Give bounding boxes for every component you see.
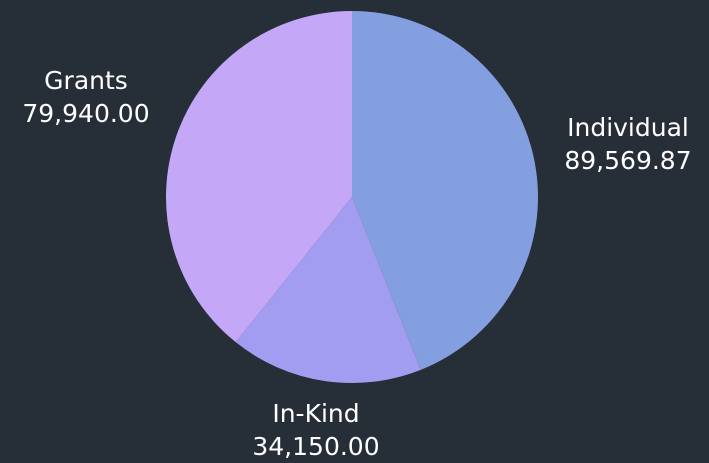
- pie-slice-grants: [166, 10, 352, 343]
- slice-label-grants: Grants 79,940.00: [6, 64, 166, 130]
- slice-label-individual-value: 89,569.87: [564, 146, 692, 175]
- pie-slices: [166, 10, 538, 383]
- slice-label-individual-name: Individual: [567, 113, 689, 142]
- slice-label-in-kind-value: 34,150.00: [252, 432, 380, 461]
- pie-slice-in-kind: [235, 197, 421, 383]
- slice-label-individual: Individual 89,569.87: [548, 111, 708, 177]
- slice-label-in-kind: In-Kind 34,150.00: [236, 397, 396, 463]
- slice-label-grants-name: Grants: [44, 66, 128, 95]
- slice-label-grants-value: 79,940.00: [22, 99, 150, 128]
- pie-slice-individual: [352, 11, 538, 370]
- slice-label-in-kind-name: In-Kind: [272, 399, 360, 428]
